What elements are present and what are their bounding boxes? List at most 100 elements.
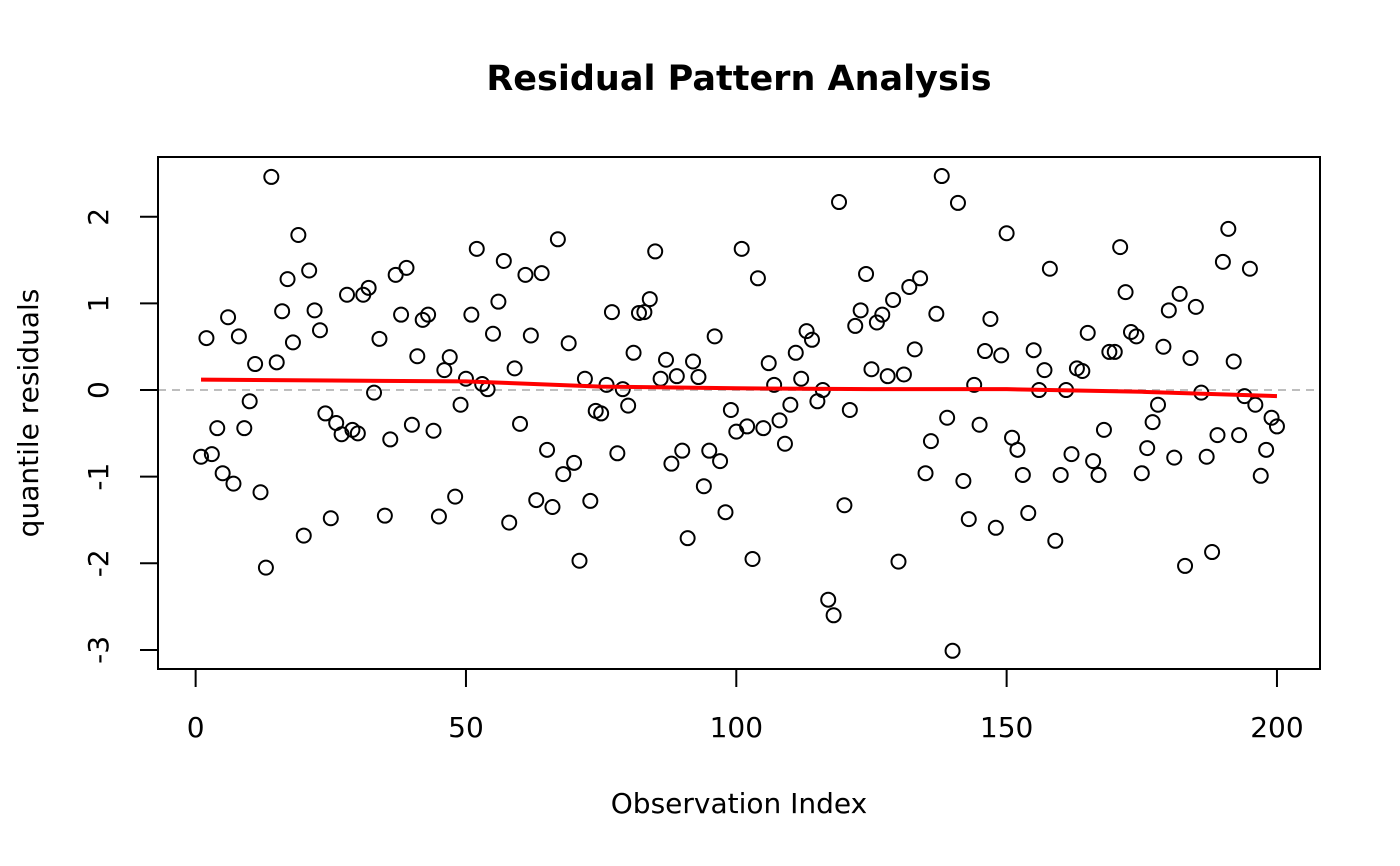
point — [582, 492, 599, 509]
point — [820, 591, 837, 608]
point — [1171, 285, 1188, 302]
point — [1112, 239, 1129, 256]
x-tick-label: 100 — [710, 711, 763, 744]
point — [771, 412, 788, 429]
plot-frame — [157, 156, 1321, 670]
smooth-line — [201, 377, 1278, 399]
point — [236, 420, 253, 437]
point — [306, 302, 323, 319]
point — [993, 347, 1010, 364]
point — [349, 425, 366, 442]
point — [268, 354, 285, 371]
point — [1177, 557, 1194, 574]
y-tick-label: 0 — [82, 381, 115, 399]
point — [949, 194, 966, 211]
point — [452, 396, 469, 413]
point — [1182, 349, 1199, 366]
point — [203, 446, 220, 463]
point — [739, 418, 756, 435]
point — [798, 323, 815, 340]
point — [1204, 544, 1221, 561]
point — [463, 306, 480, 323]
point — [1160, 302, 1177, 319]
point — [263, 168, 280, 185]
point — [311, 322, 328, 339]
point — [571, 552, 588, 569]
point — [301, 262, 318, 279]
chart-title: Residual Pattern Analysis — [486, 59, 991, 99]
point — [620, 397, 637, 414]
point — [1128, 328, 1145, 345]
point — [982, 311, 999, 328]
point — [539, 441, 556, 458]
point — [371, 330, 388, 347]
point — [544, 498, 561, 515]
point — [1139, 440, 1156, 457]
point — [1209, 427, 1226, 444]
point — [625, 344, 642, 361]
point — [917, 465, 934, 482]
point — [712, 453, 729, 470]
point — [522, 327, 539, 344]
point — [209, 420, 226, 437]
point — [457, 370, 474, 387]
point — [685, 353, 702, 370]
point — [1220, 220, 1237, 237]
point — [1036, 362, 1053, 379]
point — [863, 361, 880, 378]
point — [1090, 466, 1107, 483]
point — [1025, 342, 1042, 359]
point — [468, 240, 485, 257]
point — [533, 265, 550, 282]
point — [279, 271, 296, 288]
point — [755, 420, 772, 437]
point — [701, 442, 718, 459]
point — [425, 422, 442, 439]
point — [663, 455, 680, 472]
point — [252, 484, 269, 501]
point — [766, 376, 783, 393]
point — [1241, 260, 1258, 277]
point — [1150, 396, 1167, 413]
x-axis-label: Observation Index — [611, 787, 867, 820]
point — [409, 348, 426, 365]
point — [836, 497, 853, 514]
point — [225, 475, 242, 492]
point — [214, 465, 231, 482]
point — [922, 433, 939, 450]
point — [744, 550, 761, 567]
point — [679, 530, 696, 547]
point — [1117, 284, 1134, 301]
point — [717, 504, 734, 521]
point — [295, 527, 312, 544]
point — [912, 270, 929, 287]
x-tick-label: 0 — [187, 711, 205, 744]
point — [787, 344, 804, 361]
point — [825, 607, 842, 624]
point — [593, 405, 610, 422]
point — [376, 507, 393, 524]
point — [890, 553, 907, 570]
point — [257, 559, 274, 576]
point — [614, 381, 631, 398]
point — [793, 370, 810, 387]
point — [776, 435, 793, 452]
point — [831, 194, 848, 211]
point — [841, 401, 858, 418]
point — [317, 405, 334, 422]
point — [987, 519, 1004, 536]
point — [966, 376, 983, 393]
point — [722, 401, 739, 418]
point — [1047, 532, 1064, 549]
point — [749, 270, 766, 287]
point — [939, 409, 956, 426]
point — [430, 508, 447, 525]
point — [858, 265, 875, 282]
y-tick-label: -2 — [82, 549, 115, 577]
point — [603, 304, 620, 321]
point — [1187, 298, 1204, 315]
point — [1063, 446, 1080, 463]
point — [414, 311, 431, 328]
point — [1252, 467, 1269, 484]
point — [555, 466, 572, 483]
